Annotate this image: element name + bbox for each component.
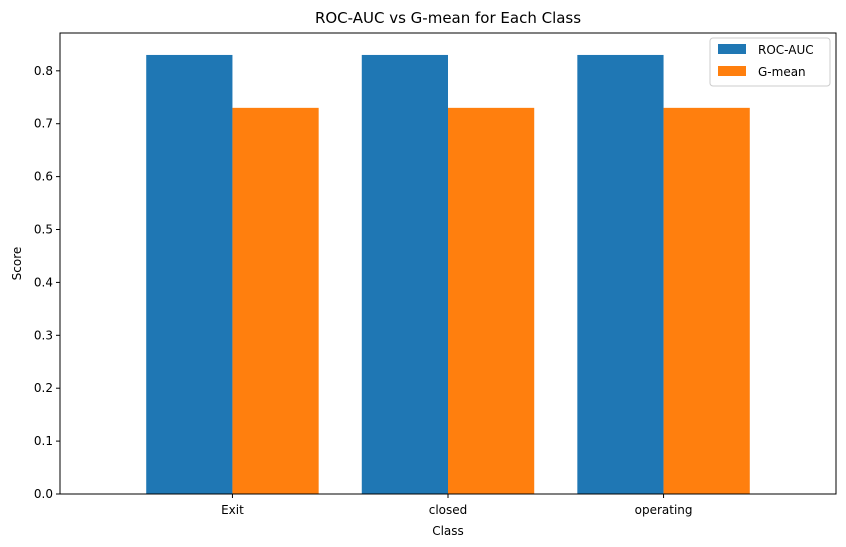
- legend-label-g-mean: G-mean: [758, 65, 806, 79]
- bar-roc-auc-exit: [146, 54, 233, 494]
- y-axis: 0.0 0.1 0.2 0.3 0.4 0.5 0.6 0.7 0.8: [34, 64, 60, 501]
- x-tick-label: closed: [429, 503, 468, 517]
- y-tick-label: 0.3: [34, 328, 53, 342]
- x-axis: Exit closed operating: [221, 494, 693, 517]
- x-tick-label: Exit: [221, 503, 244, 517]
- bar-g-mean-operating: [663, 107, 750, 495]
- y-tick-label: 0.7: [34, 117, 53, 131]
- legend: ROC-AUC G-mean: [709, 37, 831, 87]
- legend-swatch-g-mean: [718, 66, 746, 76]
- y-tick-label: 0.2: [34, 381, 53, 395]
- x-axis-label: Class: [432, 524, 464, 538]
- y-tick-label: 0.5: [34, 223, 53, 237]
- chart-title: ROC-AUC vs G-mean for Each Class: [315, 9, 581, 27]
- y-tick-label: 0.4: [34, 275, 53, 289]
- y-tick-label: 0.1: [34, 434, 53, 448]
- x-tick-label: operating: [635, 503, 693, 517]
- y-tick-label: 0.8: [34, 64, 53, 78]
- legend-swatch-roc-auc: [718, 44, 746, 54]
- y-tick-label: 0.6: [34, 170, 53, 184]
- bar-g-mean-exit: [232, 107, 319, 495]
- y-axis-label: Score: [10, 247, 24, 281]
- bar-roc-auc-operating: [577, 54, 664, 494]
- bar-g-mean-closed: [448, 107, 535, 495]
- y-tick-label: 0.0: [34, 487, 53, 501]
- bar-group: [146, 54, 750, 495]
- bar-roc-auc-closed: [361, 54, 448, 494]
- legend-label-roc-auc: ROC-AUC: [758, 43, 814, 57]
